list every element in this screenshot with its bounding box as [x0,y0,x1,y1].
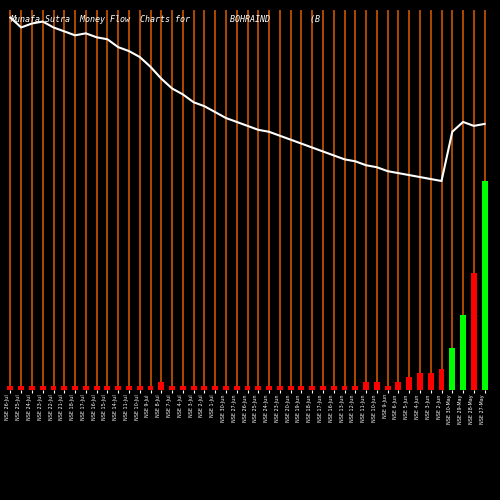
Bar [29,386,35,390]
Bar [417,374,423,390]
Text: Munafa Sutra  Money Flow  Charts for        BOHRAIND        (B: Munafa Sutra Money Flow Charts for BOHRA… [10,15,320,24]
Bar [320,386,326,390]
Bar [104,386,110,390]
Bar [50,386,56,390]
Bar [450,348,455,390]
Bar [94,386,100,390]
Bar [158,382,164,390]
Bar [256,386,261,390]
Bar [180,386,186,390]
Bar [223,386,229,390]
Bar [384,386,390,390]
Bar [363,382,369,390]
Bar [288,386,294,390]
Bar [115,386,121,390]
Bar [471,273,477,390]
Bar [266,386,272,390]
Bar [126,386,132,390]
Bar [62,386,67,390]
Bar [234,386,239,390]
Bar [169,386,175,390]
Bar [277,386,283,390]
Bar [482,181,488,390]
Bar [396,382,402,390]
Bar [244,386,250,390]
Bar [202,386,207,390]
Bar [8,386,14,390]
Bar [331,386,336,390]
Bar [72,386,78,390]
Bar [18,386,24,390]
Bar [298,386,304,390]
Bar [460,315,466,390]
Bar [40,386,46,390]
Bar [374,382,380,390]
Bar [212,386,218,390]
Bar [83,386,89,390]
Bar [428,374,434,390]
Bar [148,386,154,390]
Bar [352,386,358,390]
Bar [190,386,196,390]
Bar [406,378,412,390]
Bar [137,386,142,390]
Bar [309,386,315,390]
Bar [342,386,347,390]
Bar [438,369,444,390]
